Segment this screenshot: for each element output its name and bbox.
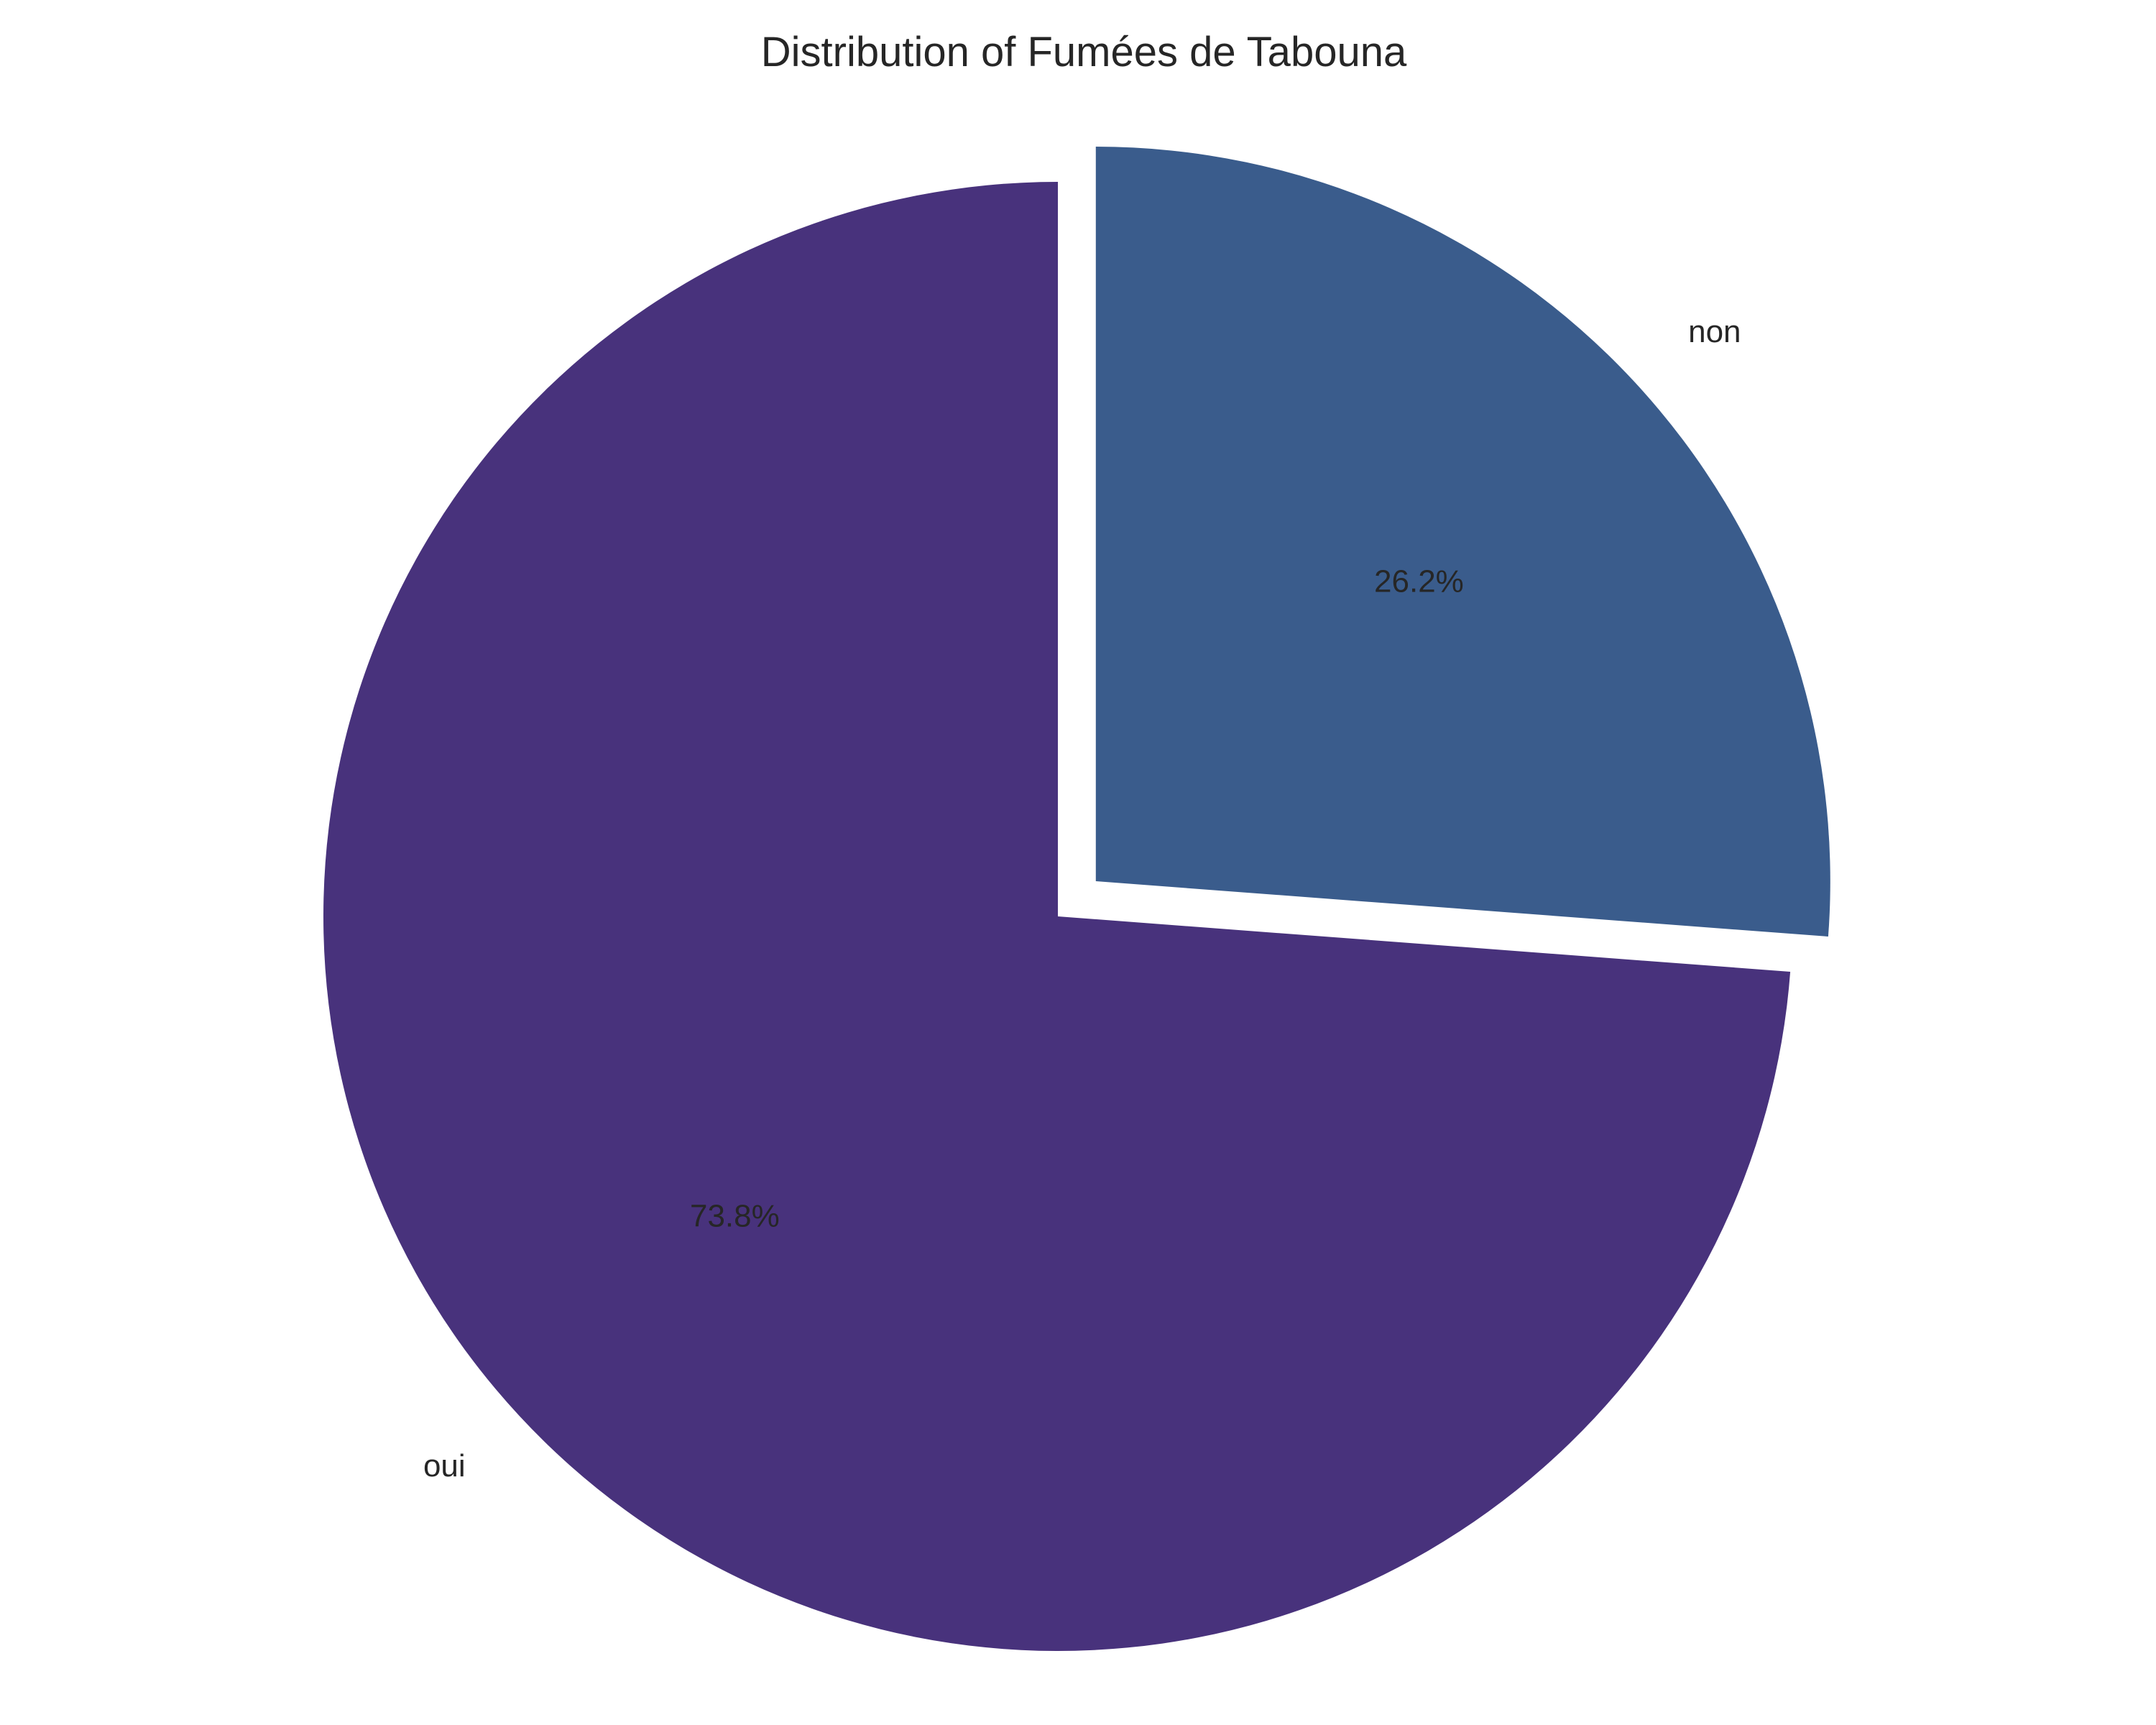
percent-label-oui: 73.8% bbox=[690, 1198, 780, 1233]
pie-slice-oui bbox=[323, 182, 1791, 1651]
percent-label-non: 26.2% bbox=[1374, 564, 1464, 599]
slice-label-non: non bbox=[1688, 314, 1741, 349]
pie-slice-non bbox=[1095, 147, 1830, 937]
slice-label-oui: oui bbox=[423, 1448, 466, 1484]
pie-labels: oui 73.8% non 26.2% bbox=[423, 314, 1741, 1484]
pie-slices bbox=[323, 147, 1830, 1651]
chart-title: Distribution of Fumées de Tabouna bbox=[761, 29, 1407, 75]
